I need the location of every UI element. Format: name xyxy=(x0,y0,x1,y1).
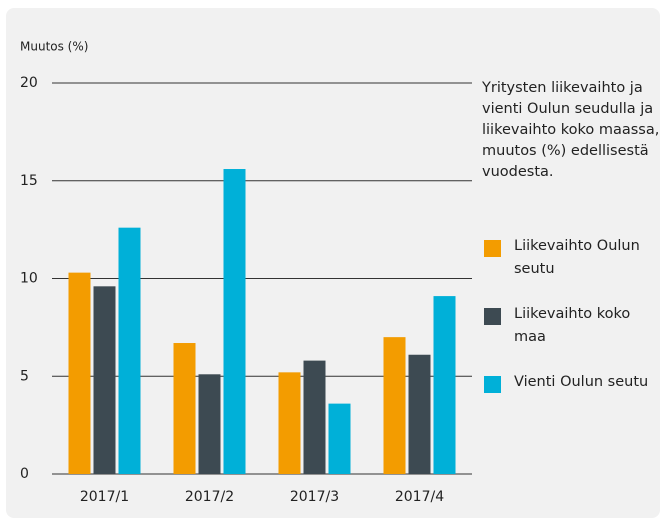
description: Yritysten liikevaihto ja vienti Oulun se… xyxy=(482,80,660,180)
bar xyxy=(223,169,246,474)
bar xyxy=(278,372,301,474)
bar xyxy=(118,227,141,474)
x-tick-label: 2017/4 xyxy=(395,489,444,505)
legend-swatch xyxy=(484,308,501,325)
y-axis-label: Muutos (%) xyxy=(20,40,88,54)
legend-swatch xyxy=(484,240,501,257)
bar xyxy=(173,343,196,474)
x-tick-label: 2017/1 xyxy=(80,489,129,505)
bar xyxy=(198,374,221,474)
legend-label: Vienti Oulun seutu xyxy=(514,374,649,390)
bar xyxy=(68,272,91,474)
legend-label: Liikevaihto koko maa xyxy=(514,306,631,345)
x-tick-label: 2017/2 xyxy=(185,489,234,505)
y-tick-label: 0 xyxy=(20,466,29,482)
legend-swatch xyxy=(484,376,501,393)
legend-label: Liikevaihto Oulun seutu xyxy=(514,238,640,277)
bar xyxy=(408,354,431,474)
bar xyxy=(328,403,351,474)
bar xyxy=(93,286,116,474)
y-tick-label: 10 xyxy=(20,271,38,287)
y-tick-label: 15 xyxy=(20,173,38,189)
bar xyxy=(303,360,326,474)
bar xyxy=(383,337,406,474)
y-tick-label: 5 xyxy=(20,368,29,384)
x-tick-label: 2017/3 xyxy=(290,489,339,505)
y-tick-label: 20 xyxy=(20,75,38,91)
bar xyxy=(433,296,456,474)
